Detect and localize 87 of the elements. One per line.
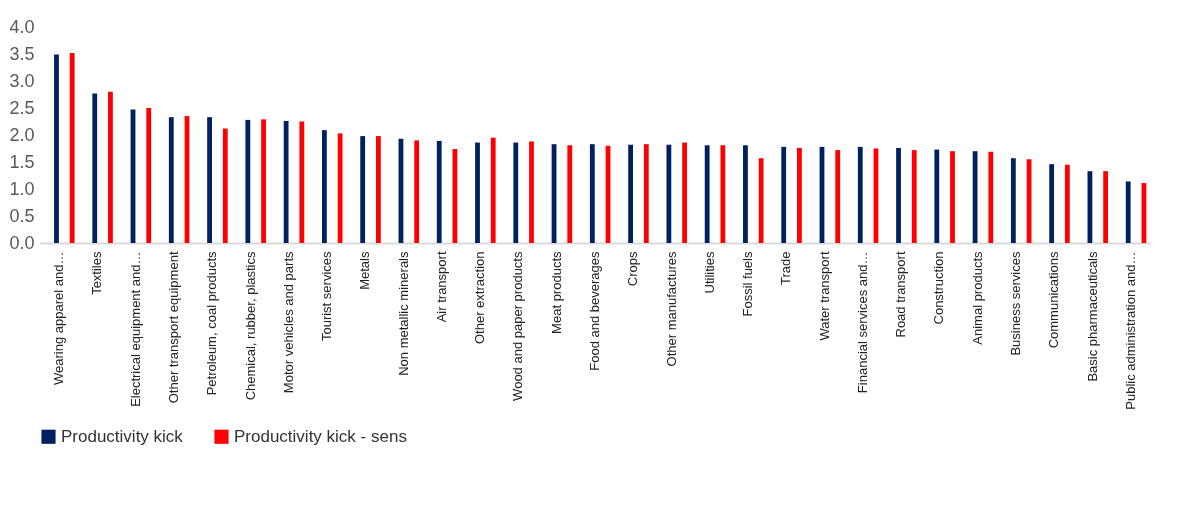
bar <box>69 52 75 243</box>
bar <box>781 146 787 243</box>
x-tick-label: Wood and paper products <box>510 251 526 401</box>
x-tick-label: Metals <box>357 251 373 290</box>
bar <box>54 54 59 243</box>
bar <box>108 91 113 243</box>
bar <box>490 137 496 243</box>
bar <box>337 133 343 243</box>
x-tick-label: Business services <box>1008 251 1024 356</box>
legend-label: Productivity kick <box>61 426 184 446</box>
bar <box>628 144 634 243</box>
y-tick-label: 4.0 <box>9 16 35 37</box>
bar <box>475 142 480 243</box>
bar <box>643 144 649 243</box>
bar <box>704 145 710 243</box>
x-tick-label: Other extraction <box>472 251 488 344</box>
bar <box>911 150 917 243</box>
bar <box>682 142 687 243</box>
bar <box>720 145 726 243</box>
bar <box>743 145 748 243</box>
bar <box>1064 164 1070 243</box>
y-tick-label: 2.5 <box>9 97 35 118</box>
x-tick-label: Petroleum, coal products <box>204 251 220 396</box>
y-tick-label: 0.0 <box>9 232 35 253</box>
bar <box>360 136 366 243</box>
x-tick-label: Water transport <box>816 251 832 341</box>
x-tick-label: Chemical, rubber, plastics <box>242 251 258 401</box>
bar <box>1010 158 1016 243</box>
x-tick-label: Financial services and… <box>854 251 870 394</box>
x-tick-label: Basic pharmaceuticals <box>1084 251 1100 382</box>
x-tick-label: Road transport <box>893 251 909 338</box>
y-tick-label: 2.0 <box>9 124 35 145</box>
x-tick-label: Textiles <box>89 251 105 295</box>
bar <box>261 119 266 243</box>
bar <box>1141 183 1147 243</box>
bar <box>299 121 305 243</box>
bar <box>245 119 251 243</box>
x-tick-label: Air transport <box>433 251 449 323</box>
bar <box>207 117 212 243</box>
bar <box>146 108 152 243</box>
bar <box>375 136 381 243</box>
bar <box>797 147 802 243</box>
x-tick-label: Electrical equipment and… <box>127 251 143 407</box>
x-tick-label: Fossil fuels <box>740 251 756 317</box>
x-tick-label: Wearing apparel and… <box>51 251 67 385</box>
bar <box>321 130 327 243</box>
x-tick-label: Animal products <box>969 251 985 345</box>
y-tick-label: 1.0 <box>9 178 35 199</box>
bar <box>666 144 672 243</box>
bar <box>758 158 764 243</box>
bar <box>436 140 442 243</box>
x-tick-label: Construction <box>931 251 947 325</box>
bar <box>1103 171 1109 243</box>
legend-label: Productivity kick - sens <box>234 426 407 446</box>
bar <box>1049 164 1055 243</box>
y-tick-label: 3.0 <box>9 70 35 91</box>
bar <box>513 142 519 243</box>
bar <box>414 140 420 243</box>
bar <box>168 117 174 243</box>
x-tick-label: Motor vehicles and parts <box>280 251 296 394</box>
x-tick-label: Tourist services <box>319 251 335 342</box>
y-tick-label: 1.5 <box>9 151 35 172</box>
bar <box>835 150 841 243</box>
x-tick-label: Other manufactures <box>663 251 679 367</box>
bar <box>1125 181 1131 243</box>
bar <box>589 144 595 243</box>
x-tick-label: Non metallic minerals <box>395 251 411 376</box>
x-tick-label: Crops <box>625 251 641 287</box>
x-tick-label: Food and beverages <box>587 251 602 371</box>
x-tick-label: Utilities <box>701 251 717 294</box>
bar <box>857 146 863 243</box>
x-tick-label: Communications <box>1046 251 1062 349</box>
x-tick-label: Public administration and… <box>1122 251 1138 410</box>
bar <box>988 151 994 243</box>
bar <box>92 93 98 243</box>
y-tick-label: 0.5 <box>9 205 35 226</box>
bar <box>950 151 955 243</box>
x-tick-label: Trade <box>778 251 794 285</box>
bar <box>934 149 940 243</box>
x-tick-label: Other transport equipment <box>165 251 181 404</box>
bar <box>222 128 228 243</box>
bar <box>896 147 901 243</box>
bar <box>529 141 534 243</box>
bar <box>283 120 289 243</box>
y-tick-label: 3.5 <box>9 43 35 64</box>
bar <box>567 145 573 243</box>
x-tick-label: Meat products <box>548 251 564 334</box>
